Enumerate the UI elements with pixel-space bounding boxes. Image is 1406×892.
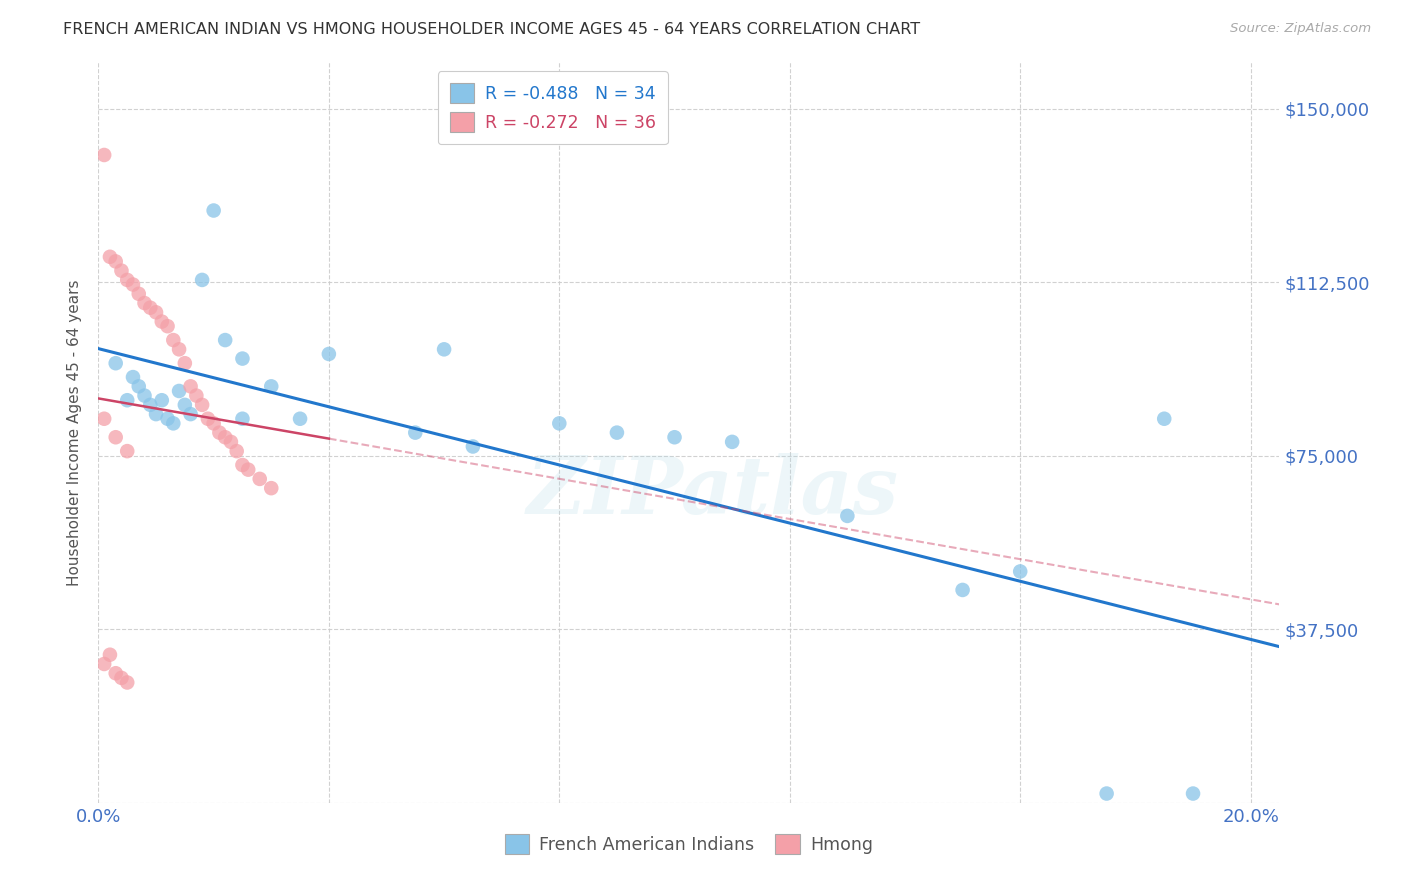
Point — [139, 398, 162, 412]
Point — [231, 411, 253, 425]
Point — [249, 472, 271, 486]
Point — [115, 444, 138, 458]
Point — [104, 430, 127, 444]
Point — [1095, 787, 1118, 801]
Point — [122, 277, 145, 292]
Point — [150, 393, 173, 408]
Text: Source: ZipAtlas.com: Source: ZipAtlas.com — [1230, 22, 1371, 36]
Legend: French American Indians, Hmong: French American Indians, Hmong — [498, 827, 880, 861]
Point — [231, 351, 253, 366]
Point — [134, 388, 156, 402]
Point — [721, 434, 744, 449]
Point — [225, 444, 247, 458]
Point — [180, 379, 202, 393]
Point — [98, 250, 121, 264]
Point — [191, 398, 214, 412]
Point — [208, 425, 231, 440]
Point — [433, 343, 456, 357]
Point — [461, 440, 484, 454]
Point — [180, 407, 202, 421]
Point — [98, 648, 121, 662]
Point — [115, 393, 138, 408]
Point — [115, 273, 138, 287]
Point — [173, 356, 195, 370]
Point — [202, 203, 225, 218]
Point — [952, 582, 974, 597]
Point — [104, 666, 127, 681]
Point — [167, 343, 190, 357]
Point — [260, 379, 283, 393]
Point — [110, 671, 132, 685]
Point — [156, 319, 179, 334]
Point — [128, 379, 150, 393]
Point — [318, 347, 340, 361]
Point — [122, 370, 145, 384]
Point — [1010, 565, 1032, 579]
Point — [219, 434, 242, 449]
Text: ZIPatlas: ZIPatlas — [526, 453, 898, 531]
Point — [202, 417, 225, 431]
Point — [214, 430, 236, 444]
Point — [173, 398, 195, 412]
Point — [139, 301, 162, 315]
Point — [162, 417, 184, 431]
Point — [134, 296, 156, 310]
Point — [837, 508, 859, 523]
Point — [93, 411, 115, 425]
Point — [288, 411, 311, 425]
Point — [145, 305, 167, 319]
Point — [214, 333, 236, 347]
Point — [238, 462, 260, 476]
Point — [93, 657, 115, 671]
Point — [1182, 787, 1205, 801]
Point — [197, 411, 219, 425]
Point — [128, 286, 150, 301]
Point — [115, 675, 138, 690]
Point — [162, 333, 184, 347]
Point — [150, 314, 173, 328]
Point — [231, 458, 253, 472]
Point — [156, 411, 179, 425]
Point — [167, 384, 190, 398]
Point — [104, 356, 127, 370]
Y-axis label: Householder Income Ages 45 - 64 years: Householder Income Ages 45 - 64 years — [67, 279, 83, 586]
Point — [191, 273, 214, 287]
Point — [104, 254, 127, 268]
Point — [145, 407, 167, 421]
Point — [110, 263, 132, 277]
Point — [404, 425, 426, 440]
Point — [606, 425, 628, 440]
Point — [1153, 411, 1175, 425]
Point — [186, 388, 208, 402]
Point — [260, 481, 283, 495]
Point — [548, 417, 571, 431]
Point — [93, 148, 115, 162]
Text: FRENCH AMERICAN INDIAN VS HMONG HOUSEHOLDER INCOME AGES 45 - 64 YEARS CORRELATIO: FRENCH AMERICAN INDIAN VS HMONG HOUSEHOL… — [63, 22, 921, 37]
Point — [664, 430, 686, 444]
